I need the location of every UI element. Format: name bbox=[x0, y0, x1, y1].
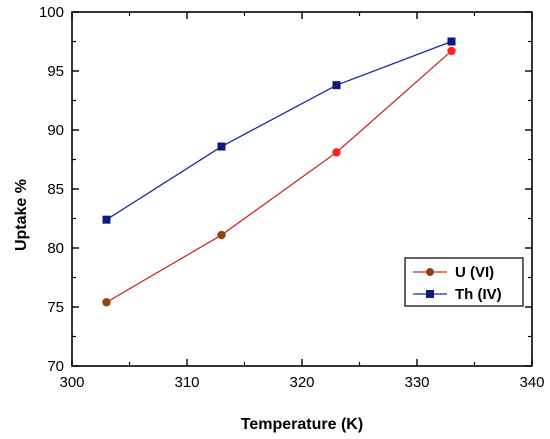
series-layer bbox=[102, 37, 456, 307]
data-point bbox=[217, 230, 226, 240]
legend-label: U (VI) bbox=[455, 264, 494, 281]
y-tick-label: 95 bbox=[47, 63, 64, 80]
series-line bbox=[106, 50, 452, 303]
data-point bbox=[447, 46, 456, 56]
data-point bbox=[332, 148, 341, 157]
legend-marker bbox=[426, 290, 434, 298]
data-point bbox=[447, 37, 456, 46]
y-tick-label: 70 bbox=[47, 358, 64, 375]
x-tick-label: 310 bbox=[174, 374, 199, 391]
y-axis-title: Uptake % bbox=[13, 179, 30, 251]
legend: U (VI) Th (IV) bbox=[404, 257, 524, 307]
y-tick-label: 85 bbox=[47, 181, 64, 198]
axis-ticks: 300 310 320 330 340 70 75 80 85 90 95 100 bbox=[39, 4, 545, 391]
legend-box bbox=[404, 257, 524, 307]
series-line bbox=[106, 40, 452, 221]
x-tick-label: 340 bbox=[519, 374, 544, 391]
x-tick-label: 330 bbox=[404, 374, 429, 391]
plot-frame bbox=[71, 11, 533, 367]
data-point bbox=[217, 142, 226, 151]
legend-label: Th (IV) bbox=[455, 286, 502, 303]
y-tick-label: 80 bbox=[47, 240, 64, 257]
y-tick-label: 75 bbox=[47, 299, 64, 316]
data-point bbox=[102, 215, 111, 224]
x-tick-label: 320 bbox=[289, 374, 314, 391]
y-tick-label: 100 bbox=[39, 4, 64, 21]
y-tick-label: 90 bbox=[47, 122, 64, 139]
x-axis-title: Temperature (K) bbox=[241, 416, 363, 433]
x-tick-label: 300 bbox=[59, 374, 84, 391]
data-point bbox=[332, 81, 341, 90]
legend-marker bbox=[426, 268, 434, 276]
data-point bbox=[102, 298, 111, 307]
plot-area bbox=[71, 11, 533, 367]
